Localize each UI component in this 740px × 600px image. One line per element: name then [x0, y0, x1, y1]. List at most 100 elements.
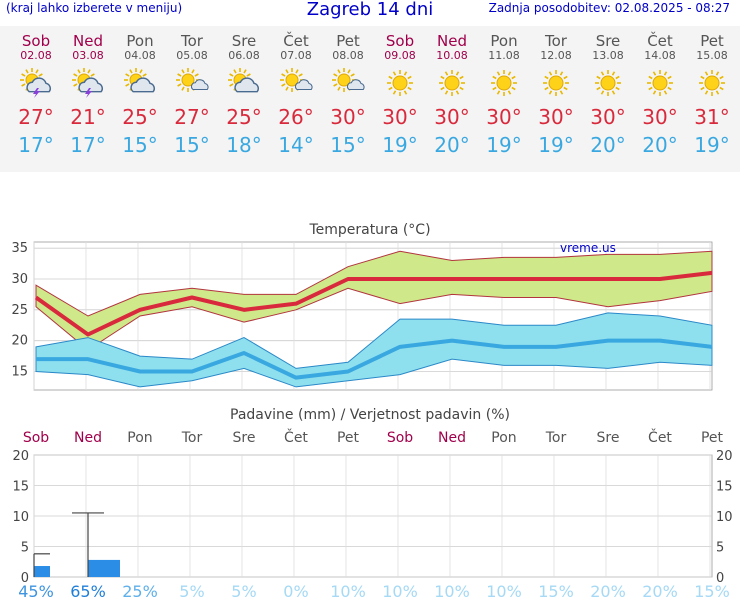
day-date: 06.08: [228, 49, 260, 62]
day-name: Čet: [647, 32, 673, 50]
probability-label: 65%: [70, 582, 106, 600]
day-column: Pon 04.08 25° 15°: [115, 26, 165, 156]
sun-icon: [647, 70, 673, 96]
precip-bar: [34, 566, 50, 577]
high-temp: 26°: [278, 105, 314, 129]
day-date: 04.08: [124, 49, 156, 62]
day-column: Pon 11.08 30° 19°: [479, 26, 529, 156]
day-date: 03.08: [72, 49, 104, 62]
y-tick-label-right: 0: [716, 571, 724, 586]
y-tick-label: 25: [11, 303, 28, 318]
day-name: Ned: [437, 32, 467, 50]
low-temp: 20°: [642, 133, 678, 157]
day-name: Tor: [545, 32, 567, 50]
day-column: Sre 13.08 30° 20°: [583, 26, 633, 156]
high-temp: 30°: [330, 105, 366, 129]
day-name: Pet: [336, 32, 360, 50]
day-column: Sob 02.08 27° 17°: [11, 26, 61, 156]
y-tick-label-right: 5: [716, 541, 724, 556]
low-temp: 20°: [434, 133, 470, 157]
high-temp: 27°: [18, 105, 54, 129]
charts: Temperatura (°C) 15 20 25 30 35 vreme.us Padavi…: [11, 222, 733, 600]
y-tick-label: 20: [11, 334, 28, 349]
day-name: Tor: [181, 32, 203, 50]
high-temp: 30°: [642, 105, 678, 129]
day-column: Tor 05.08 27° 15°: [167, 26, 217, 156]
probability-label: 10%: [434, 582, 470, 600]
day-name: Sob: [385, 32, 415, 50]
watermark: vreme.us: [560, 241, 616, 255]
probability-label: 5%: [179, 582, 204, 600]
y-tick-label: 35: [11, 241, 28, 256]
day-label: Pon: [127, 430, 152, 446]
day-label: Pet: [337, 430, 360, 446]
high-temp: 30°: [590, 105, 626, 129]
day-date: 13.08: [592, 49, 624, 62]
low-temp: 19°: [486, 133, 522, 157]
day-date: 09.08: [384, 49, 416, 62]
high-temp: 25°: [122, 105, 158, 129]
day-label: Sob: [387, 430, 413, 446]
sun-icon: [491, 70, 517, 96]
probability-label: 10%: [330, 582, 366, 600]
day-label: Pon: [491, 430, 516, 446]
day-name: Pon: [126, 32, 154, 50]
high-range-band: [35, 250, 713, 351]
day-name: Pon: [490, 32, 518, 50]
low-temp: 15°: [330, 133, 366, 157]
day-name: Sre: [231, 32, 257, 50]
sun-cloud-icon: [228, 68, 259, 93]
sun-small-cloud-icon: [176, 68, 209, 92]
y-tick-label: 0: [21, 571, 29, 586]
high-temp: 30°: [538, 105, 574, 129]
sun-cloud-thunder-icon: [20, 68, 51, 98]
day-date: 02.08: [20, 49, 52, 62]
day-date: 07.08: [280, 49, 312, 62]
y-tick-label-right: 20: [716, 449, 733, 464]
precipitation-chart-title: Padavine (mm) / Verjetnost padavin (%): [230, 407, 510, 423]
day-date: 11.08: [488, 49, 520, 62]
low-temp: 19°: [382, 133, 418, 157]
high-temp: 30°: [434, 105, 470, 129]
day-column: Sre 06.08 25° 18°: [219, 26, 269, 156]
page-header: (kraj lahko izberete v meniju) Zagreb 14…: [0, 0, 740, 22]
day-name: Pet: [700, 32, 724, 50]
y-tick-label: 30: [11, 272, 28, 287]
high-temp-line: [34, 270, 713, 337]
high-temp: 30°: [486, 105, 522, 129]
day-date: 15.08: [696, 49, 728, 62]
high-temp: 21°: [70, 105, 106, 129]
high-temp: 30°: [382, 105, 418, 129]
low-temp: 17°: [18, 133, 54, 157]
day-label: Tor: [545, 430, 567, 446]
location-hint[interactable]: (kraj lahko izberete v meniju): [6, 1, 183, 15]
day-label: Ned: [438, 430, 466, 446]
day-column: Pet 15.08 31° 19°: [687, 26, 737, 156]
day-label: Sob: [23, 430, 49, 446]
day-name: Sob: [21, 32, 51, 50]
low-temp: 15°: [122, 133, 158, 157]
low-temp: 14°: [278, 133, 314, 157]
sun-icon: [543, 70, 569, 96]
last-update: Zadnja posodobitev: 02.08.2025 - 08:27: [488, 1, 730, 15]
low-temp: 18°: [226, 133, 262, 157]
day-label: Ned: [74, 430, 102, 446]
day-date: 14.08: [644, 49, 676, 62]
day-label: Čet: [284, 428, 308, 446]
day-column: Čet 14.08 30° 20°: [635, 26, 685, 156]
y-tick-label: 15: [11, 365, 28, 380]
probability-label: 15%: [694, 582, 730, 600]
low-temp: 19°: [538, 133, 574, 157]
probability-label: 20%: [590, 582, 626, 600]
y-tick-label-right: 10: [716, 510, 733, 525]
sun-icon: [439, 70, 465, 96]
low-temp: 19°: [694, 133, 730, 157]
y-tick-label: 10: [12, 510, 29, 525]
high-temp: 25°: [226, 105, 262, 129]
sun-cloud-icon: [124, 68, 155, 93]
day-column: Čet 07.08 26° 14°: [271, 26, 321, 156]
sun-icon: [595, 70, 621, 96]
high-temp: 31°: [694, 105, 730, 129]
y-tick-label: 20: [12, 449, 29, 464]
day-label: Sre: [233, 430, 256, 446]
